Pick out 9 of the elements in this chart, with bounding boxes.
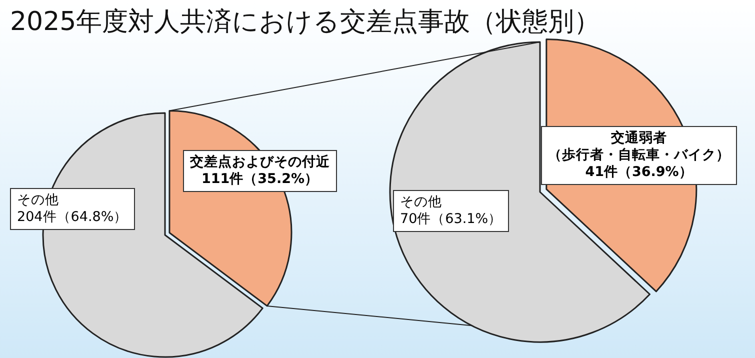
slice-label: その他 bbox=[17, 192, 60, 209]
chart-title: 2025年度対人共済における交差点事故（状態別） bbox=[10, 6, 600, 39]
slice-label: 交差点およびその付近 bbox=[190, 154, 330, 171]
slice-label: その他 bbox=[400, 194, 443, 211]
data-label: 204件（64.8%） bbox=[17, 209, 128, 226]
data-label: 41件（36.9%） bbox=[584, 164, 694, 181]
data-label: 70件（63.1%） bbox=[400, 211, 502, 228]
slice-label: 交通弱者（歩行者・自転車・バイク） bbox=[548, 130, 730, 164]
data-label: 111件（35.2%） bbox=[200, 171, 320, 188]
